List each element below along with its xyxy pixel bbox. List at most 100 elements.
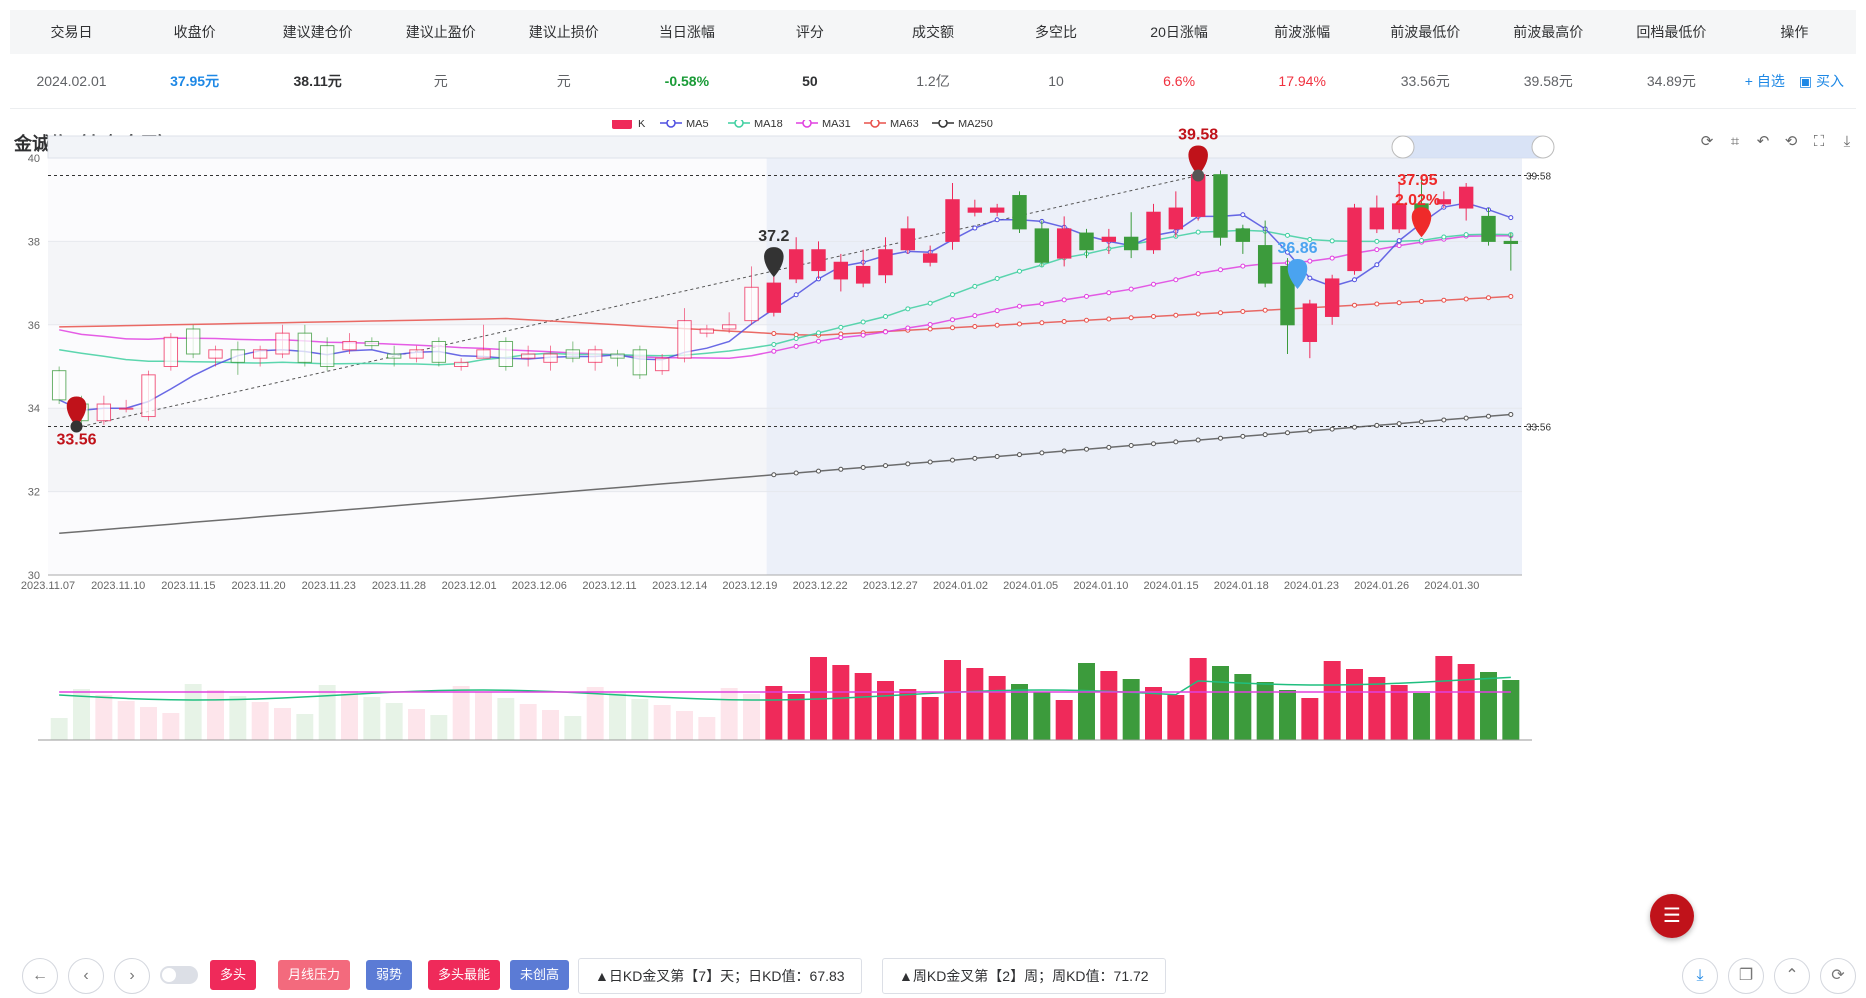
volume-bar bbox=[1480, 672, 1497, 740]
menu-fab-button[interactable]: ☰ bbox=[1650, 894, 1694, 938]
legend-item: MA18 bbox=[754, 120, 783, 130]
ma18-line-dot bbox=[1195, 229, 1201, 235]
volume-bar bbox=[1346, 669, 1363, 740]
weekly-kd-box: ▲周KD金叉第【2】周；周KD值：71.72 bbox=[882, 958, 1166, 994]
ma31-line-dot bbox=[1396, 243, 1402, 249]
ma250-line-dot bbox=[838, 466, 844, 472]
cell-change: -0.58% bbox=[664, 73, 710, 89]
ma250-line-dot bbox=[1195, 437, 1201, 443]
volume-bar bbox=[1323, 661, 1341, 740]
cell-entry: 38.11元 bbox=[293, 73, 342, 89]
volume-bar bbox=[117, 701, 135, 740]
copy-button[interactable]: ❐ bbox=[1728, 958, 1764, 994]
cell-score: 50 bbox=[802, 73, 818, 89]
prev-button[interactable]: ‹ bbox=[68, 958, 104, 994]
x-tick-label: 2023.12.19 bbox=[722, 580, 777, 592]
cell-wave-high: 39.58元 bbox=[1523, 73, 1573, 89]
volume-bar bbox=[363, 697, 381, 740]
cell-wave-low: 33.56元 bbox=[1400, 73, 1450, 89]
candle-body bbox=[431, 340, 447, 363]
candle-body bbox=[1302, 303, 1318, 342]
volume-bar bbox=[1390, 685, 1408, 740]
buy-link[interactable]: ▣ 买入 bbox=[1798, 73, 1844, 89]
volume-bar bbox=[184, 684, 202, 740]
ma18-line-dot bbox=[1285, 232, 1290, 238]
ma63-line-dot bbox=[1262, 307, 1268, 313]
tag-no-new-high[interactable]: 未创高 bbox=[510, 960, 570, 990]
ma63-line-dot bbox=[1061, 318, 1067, 324]
high-marker-pin bbox=[1188, 145, 1208, 176]
ma18-line-dot bbox=[1463, 232, 1469, 238]
candle-body bbox=[1012, 195, 1027, 230]
x-tick-label: 2023.11.07 bbox=[21, 580, 75, 592]
scroll-top-button[interactable]: ⌃ bbox=[1774, 958, 1810, 994]
ma31-line-dot bbox=[1240, 263, 1246, 269]
fullscreen-icon[interactable]: ⛶ bbox=[1813, 133, 1825, 150]
x-tick-label: 2024.01.23 bbox=[1284, 580, 1339, 592]
volume-bar bbox=[966, 668, 984, 740]
header-cell: 建议止损价 bbox=[528, 24, 599, 40]
ma31-line-dot bbox=[1195, 271, 1201, 277]
tag-weak[interactable]: 弱势 bbox=[366, 960, 413, 990]
candle-body bbox=[1436, 199, 1452, 205]
toggle-switch[interactable] bbox=[160, 966, 198, 984]
candle-body bbox=[342, 340, 357, 351]
candle-body bbox=[364, 340, 380, 347]
ma250-line-dot bbox=[1419, 419, 1424, 425]
candle-body bbox=[654, 357, 670, 372]
candle-body bbox=[51, 370, 67, 401]
candle-body bbox=[1034, 228, 1050, 263]
y-tick-label: 34 bbox=[28, 403, 40, 415]
cell-stop-loss: 元 bbox=[556, 73, 571, 89]
zoom-reset-icon[interactable]: ↶ bbox=[1756, 133, 1770, 150]
volume-bar bbox=[1435, 656, 1453, 740]
ma250-line-dot bbox=[972, 455, 978, 461]
ma63-line-dot bbox=[1195, 311, 1201, 317]
save-image-icon[interactable]: ⤓ bbox=[1843, 133, 1851, 150]
restore-icon[interactable]: ⟲ bbox=[1784, 133, 1798, 150]
ma63-line-dot bbox=[1486, 295, 1491, 301]
summary-table: 交易日 收盘价 建议建仓价 建议止盈价 建议止损价 当日涨幅 评分 成交额 多空比 20日涨幅 前波… bbox=[10, 10, 1856, 109]
candle-body bbox=[1324, 278, 1340, 317]
refresh-icon[interactable]: ⟳ bbox=[1700, 133, 1714, 150]
candle-body bbox=[208, 349, 223, 359]
refresh-button[interactable]: ⟳ bbox=[1820, 958, 1856, 994]
ma250-line-dot bbox=[905, 461, 911, 467]
tag-month-pressure[interactable]: 月线压力 bbox=[278, 960, 351, 990]
zoom-handle-left bbox=[1391, 135, 1415, 159]
x-tick-label: 2023.11.15 bbox=[161, 580, 215, 592]
header-cell: 多空比 bbox=[1035, 24, 1078, 40]
header-cell: 收盘价 bbox=[173, 24, 216, 40]
header-cell: 当日涨幅 bbox=[658, 24, 715, 40]
volume-bar bbox=[921, 697, 939, 740]
candle-body bbox=[252, 349, 268, 359]
legend-item: MA63 bbox=[890, 120, 919, 130]
ma63-line-dot bbox=[1508, 293, 1514, 299]
add-watchlist-link[interactable]: + 自选 bbox=[1744, 73, 1785, 89]
low-marker-pin bbox=[66, 396, 87, 427]
tag-bull[interactable]: 多头 bbox=[210, 960, 257, 990]
back-button[interactable]: ← bbox=[22, 958, 58, 994]
ma31-line-dot bbox=[905, 325, 911, 331]
x-tick-label: 2023.11.23 bbox=[302, 580, 356, 592]
ma63-line-dot bbox=[1419, 298, 1424, 304]
header-cell: 前波最低价 bbox=[1390, 24, 1461, 40]
candle-body bbox=[1458, 186, 1474, 209]
cell-close: 37.95元 bbox=[170, 73, 220, 89]
zoom-select-icon[interactable]: ⌗ bbox=[1730, 133, 1740, 150]
download-button[interactable]: ⤓ bbox=[1682, 958, 1718, 994]
ma250-line-dot bbox=[883, 463, 888, 469]
x-tick-label: 2023.12.27 bbox=[863, 580, 918, 592]
tag-bull-max[interactable]: 多头最能 bbox=[428, 960, 501, 990]
ma63-line-dot bbox=[1396, 300, 1402, 306]
volume-bar bbox=[1234, 674, 1252, 740]
candle-body bbox=[632, 349, 648, 376]
ma5-line-dot bbox=[1508, 215, 1514, 221]
ma250-line-dot bbox=[793, 470, 799, 476]
chart-toolbox: ⟳ ⌗ ↶ ⟲ ⛶ ⤓ bbox=[1698, 133, 1856, 151]
candle-body bbox=[811, 249, 826, 272]
x-tick-label: 2023.12.01 bbox=[442, 580, 497, 592]
volume-bar bbox=[988, 676, 1006, 740]
next-button[interactable]: › bbox=[114, 958, 150, 994]
